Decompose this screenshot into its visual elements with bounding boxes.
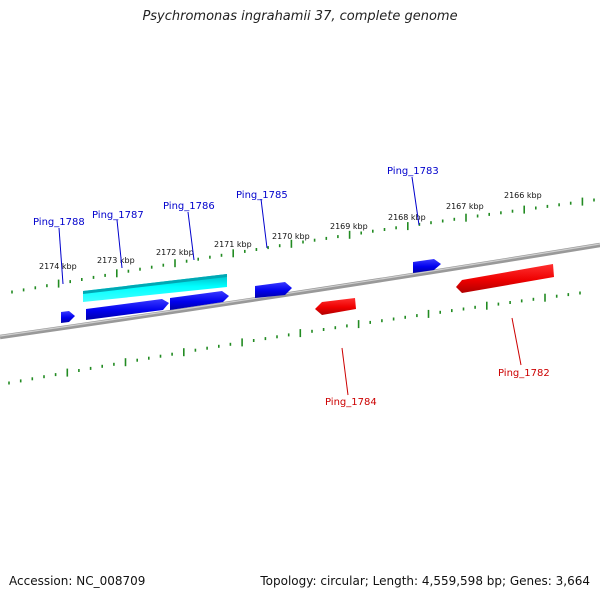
genome-backbone-highlight (0, 243, 600, 337)
gene-ping-1784[interactable] (315, 298, 356, 315)
gene-label[interactable]: Ping_1783 (387, 166, 439, 177)
gene-labels: Ping_1788 Ping_1787 Ping_1786 Ping_1785 … (33, 166, 550, 408)
gene-label[interactable]: Ping_1785 (236, 190, 288, 201)
gene-label[interactable]: Ping_1786 (163, 201, 215, 212)
scale-labels: 2174 kbp 2173 kbp 2172 kbp 2171 kbp 2170… (39, 191, 542, 271)
gene-label[interactable]: Ping_1782 (498, 368, 550, 379)
gene-label[interactable]: Ping_1787 (92, 210, 144, 221)
scale-label: 2166 kbp (504, 191, 542, 200)
gene-label[interactable]: Ping_1788 (33, 217, 85, 228)
gene-ping-1785[interactable] (255, 282, 292, 298)
genome-summary-text: Topology: circular; Length: 4,559,598 bp… (260, 574, 590, 588)
outer-scale-track (11, 197, 595, 294)
gene-ping-1783[interactable] (413, 259, 441, 273)
genome-title: Psychromonas ingrahamii 37, complete gen… (142, 9, 458, 24)
accession-text: Accession: NC_008709 (9, 574, 146, 588)
gene-ping-1782[interactable] (456, 264, 554, 293)
scale-label: 2168 kbp (388, 213, 426, 222)
gene-ping-1786[interactable] (170, 291, 229, 310)
scale-label: 2170 kbp (272, 232, 310, 241)
gene-ping-1788[interactable] (61, 311, 75, 323)
inner-scale-track (8, 291, 581, 385)
gene-ping-1787[interactable] (86, 299, 169, 320)
scale-label: 2167 kbp (446, 202, 484, 211)
label-leaders (58, 176, 522, 396)
genome-backbone (0, 242, 600, 340)
highlight-region (83, 274, 227, 302)
gene-label[interactable]: Ping_1784 (325, 397, 377, 408)
scale-label: 2169 kbp (330, 222, 368, 231)
scale-label: 2174 kbp (39, 262, 77, 271)
scale-label: 2171 kbp (214, 240, 252, 249)
scale-label: 2172 kbp (156, 248, 194, 257)
scale-label: 2173 kbp (97, 256, 135, 265)
